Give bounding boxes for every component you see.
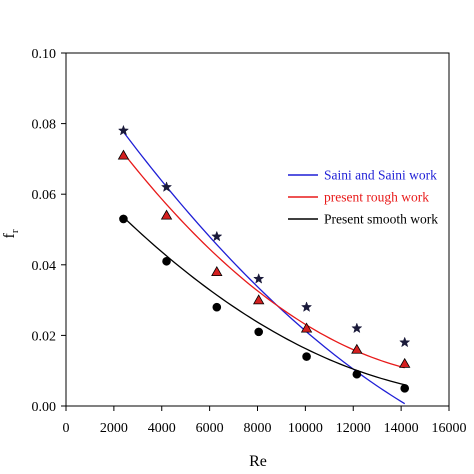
y-tick-label: 0.06 <box>32 188 57 203</box>
y-axis-title-base: f <box>1 233 18 239</box>
x-tick-label: 14000 <box>384 421 419 436</box>
data-point-star <box>351 322 363 334</box>
data-point-star <box>399 336 411 348</box>
data-point-triangle <box>399 357 411 368</box>
y-tick-label: 0.00 <box>32 400 57 415</box>
y-tick-label: 0.04 <box>32 259 57 274</box>
x-tick-label: 4000 <box>148 421 176 436</box>
data-point-star <box>253 273 265 284</box>
data-point-triangle <box>351 343 363 354</box>
legend: Saini and Saini work present rough work Pr… <box>288 168 438 227</box>
axes: 0 2000 4000 6000 8000 10000 12000 14000 16000 0.0… <box>32 47 467 436</box>
series-curve <box>123 216 405 386</box>
series-3 <box>119 214 410 393</box>
data-point-circle <box>400 384 410 393</box>
data-point-triangle <box>211 266 223 277</box>
y-axis-title: fr <box>1 229 21 238</box>
svg-text:fr: fr <box>1 229 21 238</box>
x-tick-label: 16000 <box>432 421 467 436</box>
x-tick-label: 0 <box>63 421 70 436</box>
legend-label: present rough work <box>324 190 429 205</box>
plot-area <box>117 124 411 405</box>
data-point-triangle <box>160 209 173 220</box>
data-point-circle <box>212 302 222 312</box>
data-point-star <box>117 124 130 136</box>
legend-label: Present smooth work <box>324 212 438 227</box>
y-tick-label: 0.10 <box>32 47 57 62</box>
y-axis-title-subscript: r <box>9 229 21 233</box>
data-point-triangle <box>117 149 130 160</box>
data-point-triangle <box>300 322 313 333</box>
y-tick-label: 0.08 <box>32 118 57 133</box>
x-tick-label: 10000 <box>288 421 323 436</box>
legend-label: Saini and Saini work <box>324 168 437 183</box>
series-2 <box>117 149 411 369</box>
y-tick-label: 0.02 <box>32 329 57 344</box>
data-point-star <box>211 230 223 242</box>
data-point-circle <box>302 352 311 361</box>
data-point-circle <box>119 214 128 224</box>
x-tick-label: 6000 <box>196 421 224 436</box>
data-point-triangle <box>253 294 265 305</box>
data-point-circle <box>352 369 362 379</box>
x-tick-label: 8000 <box>244 421 272 436</box>
data-point-circle <box>254 327 263 337</box>
x-tick-label: 2000 <box>100 421 128 436</box>
data-point-star <box>300 301 313 312</box>
x-axis-title: Re <box>249 453 267 470</box>
data-point-star <box>160 181 173 192</box>
data-point-circle <box>162 256 171 266</box>
axes-frame <box>65 52 450 407</box>
x-tick-label: 12000 <box>336 421 371 436</box>
